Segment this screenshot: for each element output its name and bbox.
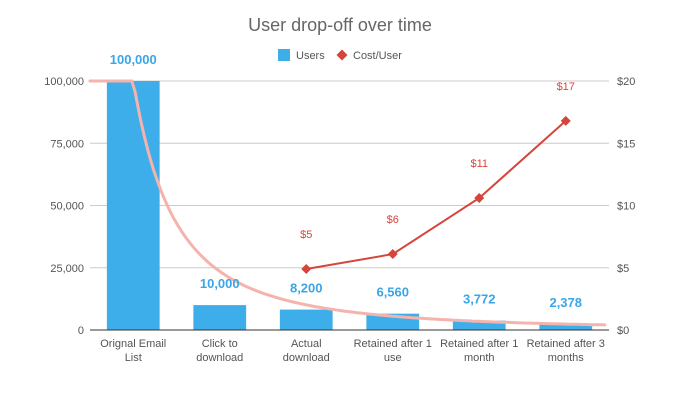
right-tick-label: $10 (617, 201, 635, 213)
category-labels: Orignal Email List Click to download Actual d… (100, 338, 605, 364)
bar-data-labels: 100,000 10,000 8,200 6,560 3,772 2,378 (110, 52, 582, 310)
cost-point (387, 249, 398, 260)
cost-point (560, 115, 571, 126)
category-label-line: download (283, 352, 330, 364)
left-tick-label: 25,000 (50, 263, 84, 275)
cost-point (474, 193, 485, 204)
bar-value-label: 100,000 (110, 52, 157, 67)
trendline-curve (88, 79, 607, 327)
right-tick-label: $15 (617, 138, 635, 150)
category-label-line: month (464, 352, 495, 364)
legend-cost-swatch (336, 49, 348, 61)
cost-point (301, 263, 312, 274)
cost-series: $5 $6 $11 $17 (300, 81, 575, 274)
bar (279, 309, 333, 330)
bar-value-label: 8,200 (290, 281, 323, 296)
category-label: Retained after 1 month (440, 338, 518, 364)
gridlines (90, 80, 609, 269)
category-label-line: Actual (291, 338, 322, 350)
right-tick-label: $5 (617, 263, 629, 275)
category-label-line: Click to (202, 338, 238, 350)
category-label: Retained after 3 months (527, 338, 605, 364)
category-label: Actual download (283, 338, 330, 364)
bar (452, 320, 506, 330)
bar (106, 81, 160, 330)
category-label-line: use (384, 352, 402, 364)
right-tick-label: $0 (617, 325, 629, 337)
cost-value-label: $17 (557, 81, 575, 93)
legend-users-label: Users (296, 50, 325, 62)
left-tick-label: 50,000 (50, 201, 84, 213)
category-label-line: Retained after 3 (527, 338, 605, 350)
left-axis-ticks: 0 25,000 50,000 75,000 100,000 (44, 76, 84, 337)
bar-value-label: 6,560 (376, 285, 409, 300)
cost-value-label: $11 (470, 158, 488, 170)
category-label-line: Retained after 1 (354, 338, 432, 350)
category-label: Click to download (196, 338, 243, 364)
category-label-line: Retained after 1 (440, 338, 518, 350)
left-tick-label: 100,000 (44, 76, 84, 88)
category-label: Orignal Email List (100, 338, 166, 364)
category-label-line: download (196, 352, 243, 364)
bar-value-label: 10,000 (200, 276, 240, 291)
cost-value-label: $5 (300, 229, 312, 241)
cost-line (306, 120, 567, 270)
left-tick-label: 75,000 (50, 138, 84, 150)
legend-users-swatch (278, 49, 290, 61)
right-tick-label: $20 (617, 76, 635, 88)
legend-cost-label: Cost/User (353, 50, 402, 62)
bar (539, 324, 593, 330)
category-label-line: Orignal Email (100, 338, 166, 350)
left-tick-label: 0 (78, 325, 84, 337)
cost-value-label: $6 (387, 214, 399, 226)
trendline (88, 79, 607, 327)
bar (193, 305, 247, 330)
category-label-line: months (548, 352, 585, 364)
chart-title: User drop-off over time (248, 15, 432, 35)
bar-value-label: 2,378 (549, 295, 582, 310)
category-label-line: List (125, 352, 142, 364)
legend: Users Cost/User (278, 49, 402, 62)
bar-value-label: 3,772 (463, 292, 496, 307)
category-label: Retained after 1 use (354, 338, 432, 364)
right-axis-ticks: $0 $5 $10 $15 $20 (617, 76, 635, 337)
